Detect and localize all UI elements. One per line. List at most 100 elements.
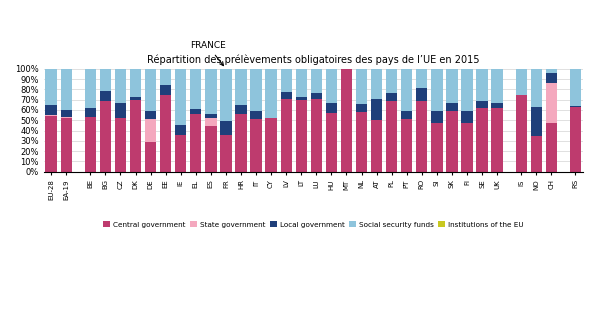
Bar <box>236 105 246 114</box>
Bar <box>175 125 187 135</box>
Bar <box>546 73 557 83</box>
Bar <box>530 136 542 172</box>
Bar <box>85 69 96 108</box>
Bar <box>190 69 202 109</box>
Bar <box>130 97 141 100</box>
Bar <box>130 69 141 97</box>
Bar <box>431 111 443 123</box>
Bar <box>326 69 337 103</box>
Bar <box>115 69 126 103</box>
Bar <box>85 117 96 172</box>
Bar <box>416 69 428 88</box>
Bar <box>401 69 413 111</box>
Bar <box>546 69 557 73</box>
Bar <box>477 108 488 172</box>
Bar <box>356 69 367 104</box>
Bar <box>205 69 216 114</box>
Bar <box>236 114 246 172</box>
Bar <box>356 112 367 172</box>
Bar <box>386 101 397 172</box>
Bar <box>251 119 262 172</box>
Bar <box>530 69 542 107</box>
Title: Répartition des prélèvements obligatoires des pays de l’UE en 2015: Répartition des prélèvements obligatoire… <box>147 55 480 65</box>
Bar <box>205 126 216 172</box>
Bar <box>431 123 443 172</box>
Bar <box>570 107 581 172</box>
Bar <box>492 103 503 108</box>
Bar <box>515 69 527 95</box>
Bar <box>190 114 202 172</box>
Bar <box>341 69 352 172</box>
Bar <box>205 114 216 118</box>
Bar <box>477 69 488 101</box>
Bar <box>570 69 581 106</box>
Bar <box>45 69 57 105</box>
Bar <box>461 111 472 123</box>
Text: FRANCE: FRANCE <box>190 41 225 66</box>
Bar <box>326 103 337 113</box>
Bar <box>60 69 72 110</box>
Bar <box>461 123 472 172</box>
Bar <box>115 103 126 118</box>
Bar <box>570 106 581 107</box>
Bar <box>295 97 307 100</box>
Bar <box>371 69 382 99</box>
Bar <box>416 101 428 172</box>
Bar <box>546 83 557 123</box>
Bar <box>492 108 503 172</box>
Bar <box>145 119 156 142</box>
Bar <box>236 69 246 105</box>
Bar <box>145 111 156 119</box>
Bar <box>175 69 187 125</box>
Bar <box>266 118 277 172</box>
Bar <box>85 108 96 117</box>
Bar <box>431 69 443 111</box>
Bar <box>386 69 397 93</box>
Bar <box>446 111 457 172</box>
Bar <box>145 69 156 111</box>
Bar <box>220 69 231 121</box>
Bar <box>251 69 262 111</box>
Bar <box>326 113 337 172</box>
Bar <box>386 93 397 101</box>
Bar <box>100 91 111 101</box>
Bar <box>100 69 111 91</box>
Bar <box>60 117 72 118</box>
Bar <box>100 101 111 172</box>
Bar <box>190 109 202 114</box>
Bar <box>45 105 57 115</box>
Bar <box>295 100 307 172</box>
Bar <box>60 110 72 117</box>
Bar <box>280 69 292 92</box>
Bar <box>371 99 382 120</box>
Bar <box>401 119 413 172</box>
Bar <box>220 121 231 135</box>
Bar <box>251 111 262 119</box>
Bar <box>45 116 57 172</box>
Bar <box>45 115 57 116</box>
Bar <box>160 85 171 95</box>
Bar <box>160 95 171 172</box>
Bar <box>446 103 457 111</box>
Bar <box>115 118 126 172</box>
Bar <box>477 101 488 108</box>
Bar <box>546 123 557 172</box>
Bar <box>160 69 171 85</box>
Bar <box>205 118 216 126</box>
Bar <box>280 92 292 99</box>
Bar <box>175 135 187 172</box>
Bar <box>530 107 542 136</box>
Bar <box>492 69 503 103</box>
Bar <box>60 118 72 172</box>
Bar <box>280 99 292 172</box>
Bar <box>220 135 231 172</box>
Bar <box>401 111 413 119</box>
Bar <box>416 88 428 101</box>
Bar <box>356 104 367 112</box>
Bar <box>311 99 322 172</box>
Bar <box>311 93 322 99</box>
Bar <box>446 69 457 103</box>
Bar <box>461 69 472 111</box>
Bar <box>295 69 307 97</box>
Legend: Central government, State government, Local government, Social security funds, I: Central government, State government, Lo… <box>100 219 527 231</box>
